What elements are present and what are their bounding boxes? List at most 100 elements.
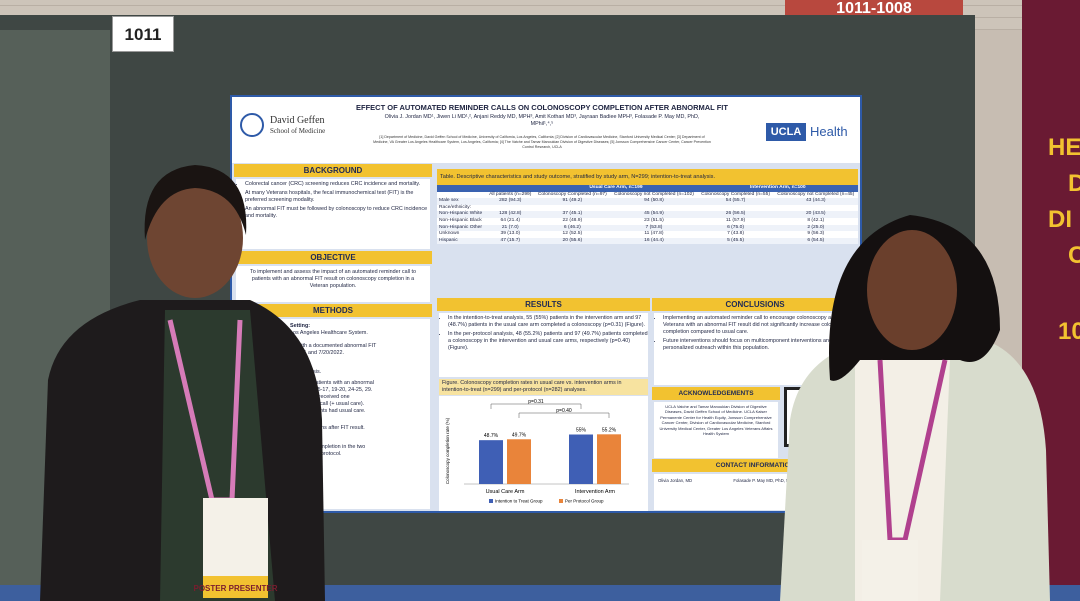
bullet: Implementing an automated reminder call …	[663, 315, 856, 336]
bracket	[518, 412, 610, 418]
name-badge	[862, 540, 918, 601]
p-value: p=0.31	[528, 399, 544, 405]
poster-header: David Geffen School of Medicine EFFECT O…	[232, 97, 860, 163]
table-row: Race/ethnicity:	[437, 205, 858, 212]
legend-label: Per Protocol Group	[565, 499, 604, 504]
booth-number: 1011	[112, 16, 174, 52]
figure: Colonoscopy completion rate (%) 48.7% 49.7…	[439, 396, 648, 511]
table-cell: Male sex	[439, 198, 459, 204]
table-cell: Non-Hispanic Other	[439, 224, 482, 230]
methods-line: stered to patients with an abnormal	[290, 380, 374, 386]
methods-line: weeks, patients had usual care.	[290, 408, 366, 414]
table-header: Colonoscopy Completed (n=97)	[537, 191, 607, 197]
bracket	[490, 403, 582, 409]
person-left-face	[147, 178, 243, 298]
methods-line: 75 with a documented abnormal FIT	[290, 343, 377, 349]
banner-text: D	[1068, 170, 1080, 197]
bar	[479, 440, 503, 484]
authors: Olivia J. Jordan MD¹, Jiwen Li MD¹,², An…	[384, 114, 700, 127]
y-axis-label: Colonoscopy completion rate (%)	[445, 417, 450, 484]
bar	[597, 434, 621, 484]
contact-name: Folasade P. May MD, PhD, MP	[733, 478, 793, 483]
logo-badge: UCLA	[766, 123, 806, 141]
table-cell: 64 (21.4)	[500, 217, 521, 223]
legend-swatch	[559, 499, 563, 503]
table-cell: 47 (15.7)	[500, 237, 521, 243]
table-group: Usual Care Arm, n=199	[589, 185, 643, 190]
table-row: Usual Care Arm, n=199 Intervention Arm, n…	[437, 185, 858, 192]
table-group: Intervention Arm, n=100	[749, 185, 806, 190]
table-cell: 7 (43.8)	[727, 231, 744, 237]
bar-label: 55.2%	[602, 427, 617, 433]
bullet: An abnormal FIT must be followed by colo…	[245, 206, 430, 220]
bar-label: 55%	[576, 428, 587, 434]
contact-name: Olivia Jordan, MD	[658, 478, 693, 483]
table-cell: Unknown	[439, 231, 460, 237]
bullet: Future interventions should focus on mul…	[663, 338, 856, 352]
table-box: Usual Care Arm, n=199 Intervention Arm, n…	[437, 185, 858, 245]
methods-line: py reminder call (+ usual care).	[290, 401, 365, 407]
conclusions-section: Implementing an automated reminder call …	[654, 313, 856, 385]
acknowledgements-text: UCLA Vatche and Tamar Manoukian Division…	[654, 402, 778, 458]
table-header: Colonoscopy not Completed (n=45)	[777, 191, 855, 197]
logo-seal	[240, 113, 264, 137]
table-row: Non-Hispanic White 128 (42.8) 37 (45.1) 45 …	[437, 211, 858, 218]
table-cell: 54 (55.7)	[725, 198, 746, 204]
table-row: Male sex 282 (94.3) 91 (49.2) 94 (50.8) 54 (…	[437, 198, 858, 205]
p-value: p=0.40	[556, 408, 572, 414]
badge-ribbon	[203, 576, 268, 598]
section-heading: OBJECTIVE	[234, 251, 432, 264]
table-cell: 7 (53.8)	[645, 224, 663, 230]
results-section: In the intention-to-treat analysis, 55 (…	[439, 313, 648, 377]
table-cell: 8 (42.1)	[807, 217, 825, 223]
table-cell: 22 (48.9)	[562, 217, 583, 223]
figure-caption: Figure. Colonoscopy completion rates in …	[439, 379, 648, 395]
section-heading: RESULTS	[437, 298, 650, 311]
table-cell: 282 (94.3)	[499, 198, 522, 204]
bullet: In the per-protocol analysis, 48 (55.2%)…	[448, 331, 648, 352]
bar-label: 49.7%	[512, 432, 527, 438]
logo-text: David Geffen	[270, 115, 325, 126]
section-heading: METHODS	[234, 304, 432, 317]
table-cell: Hispanic	[439, 237, 458, 243]
table-cell: 43 (44.3)	[805, 198, 826, 204]
bullet: Colorectal cancer (CRC) screening reduce…	[245, 181, 430, 188]
table-row: Unknown 39 (13.0) 12 (52.5) 11 (47.8) 7 (43.…	[437, 231, 858, 238]
methods-line: ion at 3 months after FIT result.	[290, 425, 365, 431]
table-cell: 37 (45.1)	[562, 211, 583, 217]
table-cell: Non-Hispanic Black	[439, 217, 482, 223]
table-cell: Race/ethnicity:	[439, 204, 472, 210]
poster-title: EFFECT OF AUTOMATED REMINDER CALLS ON CO…	[356, 103, 728, 112]
table-caption: Table. Descriptive characteristics and s…	[437, 169, 858, 185]
section-heading: ACKNOWLEDGEMENTS	[652, 387, 780, 400]
objective-text: To implement and assess the impact of an…	[236, 266, 430, 302]
table-cell: 128 (42.8)	[499, 211, 522, 217]
bullet: At many Veterans hospitals, the fecal im…	[245, 190, 430, 204]
table: Usual Care Arm, n=199 Intervention Arm, n…	[437, 185, 858, 245]
table-cell: 2 (25.0)	[807, 224, 825, 230]
logo-text: School of Medicine	[270, 127, 326, 135]
table-cell: 9 (56.3)	[807, 231, 825, 237]
bar	[507, 439, 531, 484]
section-heading: CONCLUSIONS	[652, 298, 858, 311]
table-row: All patients (n=299) Colonoscopy Complete…	[437, 192, 858, 199]
table-cell: 45 (54.9)	[644, 211, 664, 217]
affiliations: [1] Department of Medicine, David Geffen…	[373, 135, 711, 149]
table-cell: 6 (75.0)	[727, 224, 744, 230]
methods-line: Los Angeles Healthcare System.	[290, 330, 368, 336]
background-section: Colorectal cancer (CRC) screening reduce…	[236, 179, 430, 249]
person-right-face	[867, 230, 957, 350]
table-cell: 94 (50.8)	[644, 198, 664, 204]
banner-text: DI	[1048, 206, 1072, 233]
table-cell: 23 (51.5)	[644, 217, 664, 223]
table-cell: 21 (7.0)	[501, 224, 519, 230]
x-label: Usual Care Arm	[486, 489, 525, 495]
table-cell: 6 (46.2)	[563, 224, 581, 230]
badge-ribbon-text: POSTER PRESENTER	[193, 584, 277, 593]
methods-line: Setting:	[290, 323, 311, 329]
person-left-hair	[144, 165, 247, 240]
table-cell: 6 (54.5)	[807, 237, 825, 243]
bar-label: 48.7%	[484, 433, 499, 439]
